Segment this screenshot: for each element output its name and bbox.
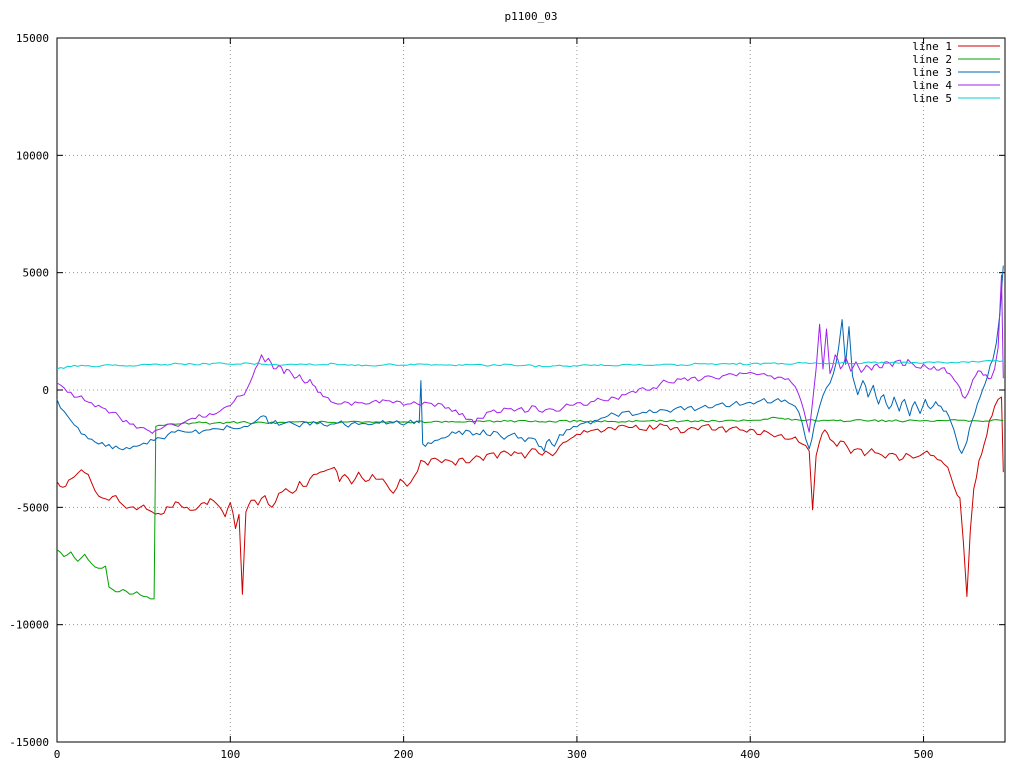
x-tick-label: 500	[914, 748, 934, 761]
y-tick-label: 5000	[23, 267, 50, 280]
y-tick-label: -15000	[9, 736, 49, 749]
legend-label: line 5	[912, 92, 952, 105]
legend-label: line 1	[912, 40, 952, 53]
y-tick-label: 0	[42, 384, 49, 397]
x-tick-label: 400	[740, 748, 760, 761]
x-tick-label: 0	[54, 748, 61, 761]
y-tick-label: -5000	[16, 501, 49, 514]
chart-title: p1100_03	[504, 10, 558, 23]
series-line-1	[56, 396, 1004, 597]
series-line-2	[56, 416, 1004, 600]
y-tick-label: 10000	[16, 149, 49, 162]
x-tick-label: 100	[220, 748, 240, 761]
y-tick-label: -10000	[9, 619, 49, 632]
legend-label: line 3	[912, 66, 952, 79]
legend-label: line 4	[912, 79, 952, 92]
plot-border	[56, 37, 1006, 743]
x-tick-label: 300	[567, 748, 587, 761]
y-tick-label: 15000	[16, 32, 49, 45]
legend-label: line 2	[912, 53, 952, 66]
series-line-4	[56, 274, 1004, 434]
x-tick-label: 200	[394, 748, 414, 761]
series-line-5	[56, 359, 1004, 370]
series-line-3	[56, 265, 1004, 454]
